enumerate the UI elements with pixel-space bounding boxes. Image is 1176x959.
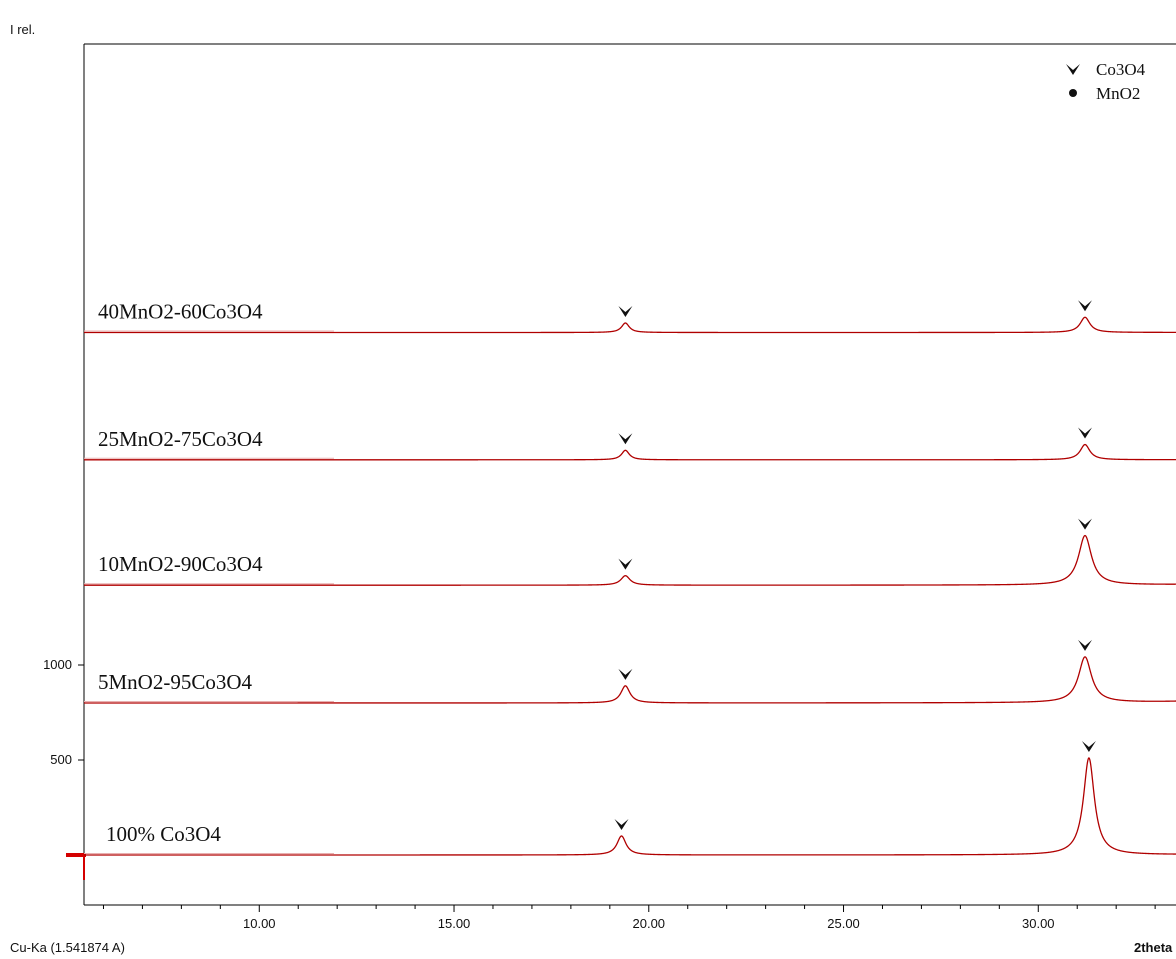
- series-2: 10MnO2-90Co3O4: [84, 518, 1176, 586]
- x-tick-label: 15.00: [438, 916, 471, 931]
- y-axis-title: I rel.: [10, 22, 35, 37]
- x-tick-label: 30.00: [1022, 916, 1055, 931]
- co3o4-peak-marker: [618, 305, 633, 317]
- y-tick-label: 1000: [43, 657, 72, 672]
- series-line: [84, 316, 1176, 334]
- series-line: [84, 443, 1176, 461]
- co3o4-peak-marker: [618, 558, 633, 570]
- legend-label: MnO2: [1096, 84, 1140, 103]
- y-axis-ticks: 500 1000: [43, 657, 84, 767]
- co3o4-peak-marker: [1078, 639, 1093, 651]
- series-0: 100% Co3O4: [84, 740, 1176, 856]
- series-4: 40MnO2-60Co3O4: [84, 300, 1176, 334]
- plot-frame: [66, 43, 1176, 906]
- co3o4-peak-marker: [618, 668, 633, 680]
- series-label: 5MnO2-95Co3O4: [98, 670, 253, 694]
- series-3: 25MnO2-75Co3O4: [84, 427, 1176, 461]
- series-label: 40MnO2-60Co3O4: [98, 300, 263, 324]
- co3o4-peak-marker: [1078, 427, 1093, 439]
- radiation-label: Cu-Ka (1.541874 A): [10, 940, 125, 955]
- series-label: 25MnO2-75Co3O4: [98, 427, 263, 451]
- x-axis-ticks: 10.0015.0020.0025.0030.0035.0040.0045.00…: [102, 905, 1156, 931]
- co3o4-peak-marker: [1081, 740, 1096, 752]
- legend-label: Co3O4: [1096, 60, 1146, 79]
- x-tick-label: 25.00: [827, 916, 860, 931]
- series-line: [84, 534, 1176, 586]
- series-line: [84, 656, 1176, 704]
- series-layer: 100% Co3O4 5MnO2-95Co3O4 10MnO2-90Co3O4 25M…: [84, 300, 1176, 856]
- x-tick-label: 20.00: [633, 916, 666, 931]
- co3o4-peak-marker: [614, 818, 629, 830]
- legend-circle-icon: [1069, 89, 1077, 97]
- series-label: 10MnO2-90Co3O4: [98, 552, 263, 576]
- x-axis-title: 2theta: [1134, 940, 1173, 955]
- legend: Co3O4 MnO2: [1066, 60, 1146, 103]
- co3o4-peak-marker: [1078, 518, 1093, 530]
- x-tick-label: 10.00: [243, 916, 276, 931]
- series-label: 100% Co3O4: [106, 822, 221, 846]
- series-line: [84, 757, 1176, 856]
- series-1: 5MnO2-95Co3O4: [84, 639, 1176, 704]
- co3o4-peak-marker: [618, 433, 633, 445]
- legend-triangle-icon: [1066, 64, 1080, 75]
- y-tick-label: 500: [50, 752, 72, 767]
- co3o4-peak-marker: [1078, 300, 1093, 312]
